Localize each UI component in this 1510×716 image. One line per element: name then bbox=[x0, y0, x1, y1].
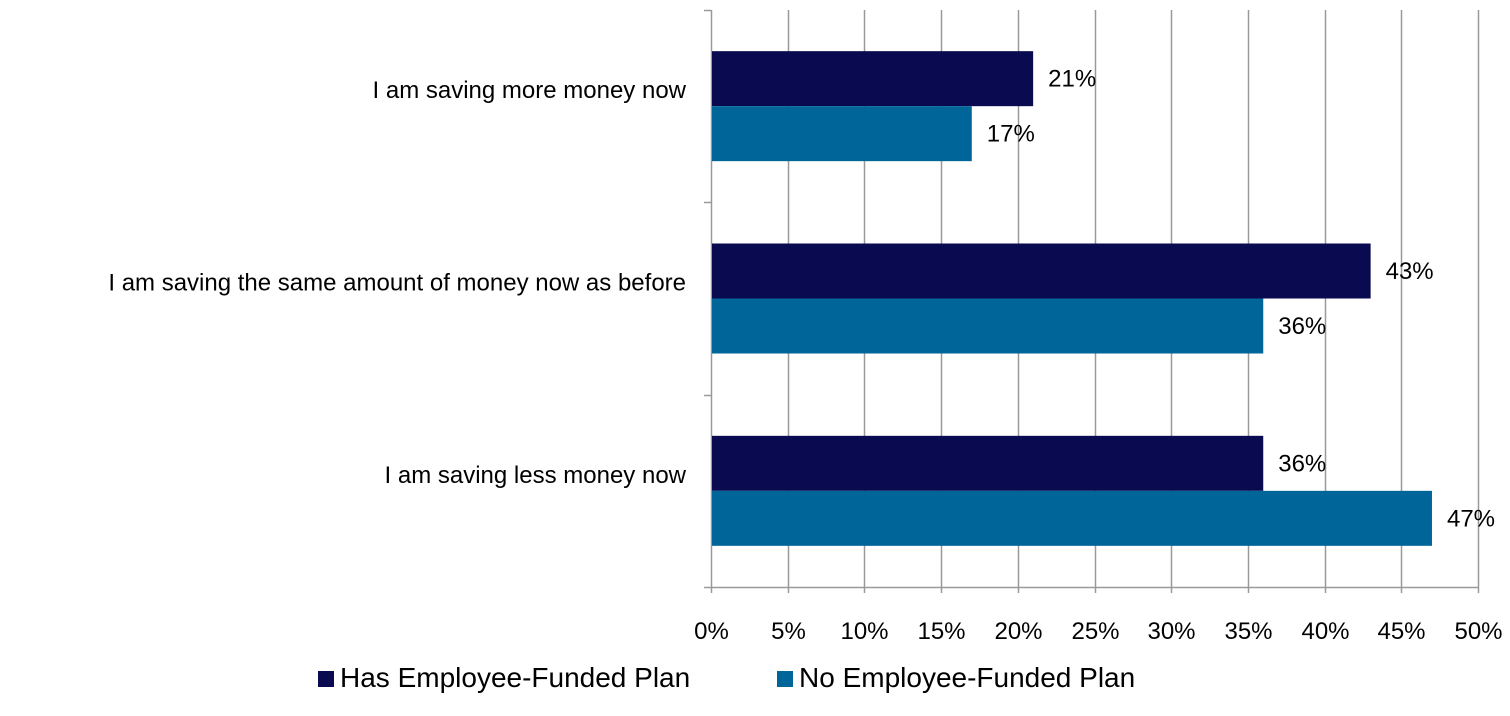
data-label: 36% bbox=[1278, 450, 1326, 477]
x-tick-label: 50% bbox=[1454, 618, 1502, 645]
x-tick-label: 20% bbox=[994, 618, 1042, 645]
legend-swatch bbox=[777, 671, 793, 687]
x-tick-label: 10% bbox=[840, 618, 888, 645]
bars bbox=[712, 51, 1432, 546]
data-label: 43% bbox=[1386, 258, 1434, 285]
data-label: 21% bbox=[1048, 66, 1096, 93]
bar bbox=[712, 435, 1264, 491]
legend-label: Has Employee-Funded Plan bbox=[340, 662, 690, 693]
data-labels: 21% 17% 43% 36% 36% 47% bbox=[987, 66, 1495, 533]
bar bbox=[712, 243, 1371, 299]
category-label: I am saving more money now bbox=[373, 77, 687, 104]
axes bbox=[704, 9, 1480, 593]
category-label: I am saving less money now bbox=[385, 462, 687, 489]
tick-labels: 0% 5% 10% 15% 20% 25% 30% 35% 40% 45% 50% bbox=[694, 618, 1502, 645]
bar bbox=[712, 490, 1432, 546]
legend-swatch bbox=[318, 671, 334, 687]
x-tick-label: 0% bbox=[694, 618, 729, 645]
x-tick-label: 35% bbox=[1224, 618, 1272, 645]
x-tick-label: 25% bbox=[1071, 618, 1119, 645]
x-tick-label: 40% bbox=[1301, 618, 1349, 645]
x-tick-label: 45% bbox=[1377, 618, 1425, 645]
category-label: I am saving the same amount of money now… bbox=[108, 270, 686, 297]
bar bbox=[712, 51, 1034, 107]
x-tick-label: 30% bbox=[1147, 618, 1195, 645]
legend-label: No Employee-Funded Plan bbox=[799, 662, 1135, 693]
x-tick-label: 15% bbox=[917, 618, 965, 645]
legend: Has Employee-Funded Plan No Employee-Fund… bbox=[318, 662, 1135, 693]
x-tick-label: 5% bbox=[771, 618, 806, 645]
data-label: 36% bbox=[1278, 313, 1326, 340]
bar bbox=[712, 106, 972, 162]
data-label: 47% bbox=[1447, 505, 1495, 532]
data-label: 17% bbox=[987, 121, 1035, 148]
bar bbox=[712, 298, 1264, 354]
category-labels: I am saving more money now I am saving th… bbox=[108, 77, 686, 489]
